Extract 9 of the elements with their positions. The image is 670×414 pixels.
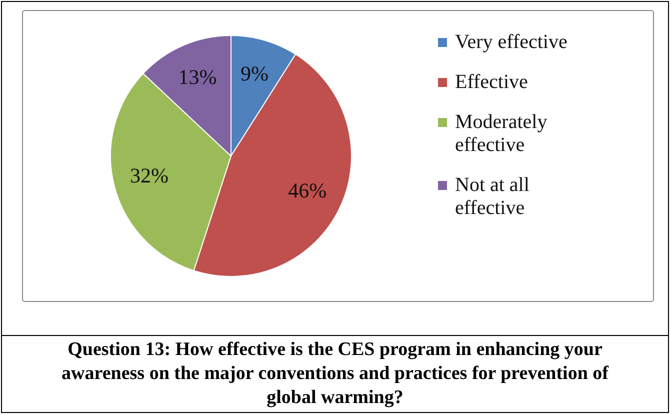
data-label: 9% [240, 62, 269, 86]
data-label: 32% [130, 163, 169, 188]
text: Question 13: How effective is the CES program in enhancing your awareness on the major conventions and practices for prevention of global warming? [60, 338, 610, 410]
legend-label: Effective [455, 71, 528, 94]
data-label: 46% [288, 178, 327, 202]
legend-label: Moderately effective [455, 111, 548, 157]
legend-label: Not at all effective [455, 174, 530, 220]
data-label: 13% [178, 65, 217, 90]
legend-label: Very effective [455, 31, 568, 54]
